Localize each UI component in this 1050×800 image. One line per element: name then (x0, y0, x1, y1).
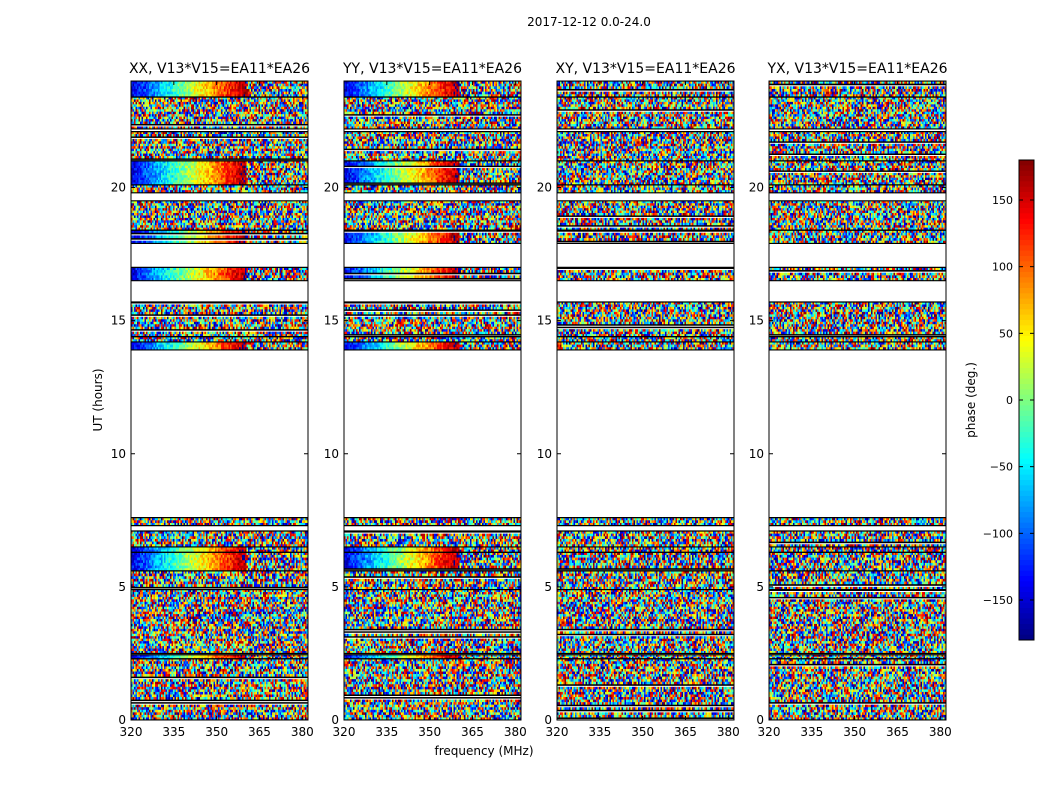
flag-line (131, 677, 308, 679)
flag-line (131, 700, 308, 702)
flag-line (131, 702, 308, 704)
figure-suptitle: 2017-12-12 0.0-24.0 (527, 15, 651, 29)
